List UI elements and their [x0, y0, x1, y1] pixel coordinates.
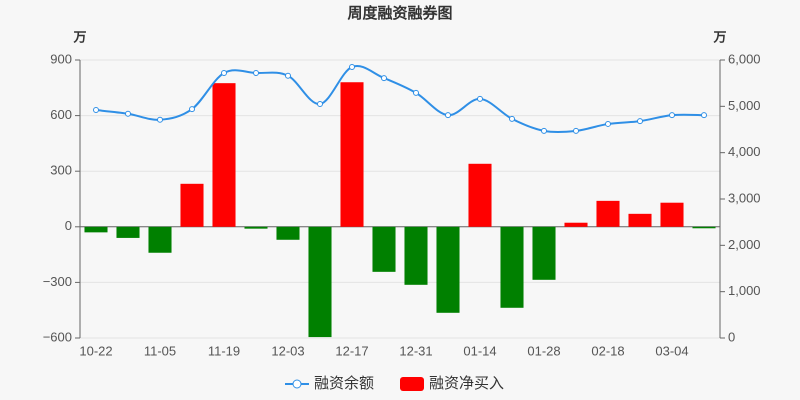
bar: [660, 202, 684, 227]
line-point: [477, 95, 483, 102]
x-tick-label: 11-05: [144, 343, 176, 358]
chart-title: 周度融资融券图: [347, 4, 452, 22]
y2-tick-label: 0: [728, 329, 735, 344]
legend-label: 融资净买入: [429, 375, 504, 392]
bar: [628, 213, 652, 227]
line-point: [285, 72, 291, 79]
line-point: [445, 112, 451, 119]
y2-tick-label: 2,000: [728, 237, 761, 252]
bar: [180, 183, 204, 227]
bar: [596, 200, 620, 227]
line-point: [509, 115, 515, 122]
line-point: [125, 110, 131, 117]
line-point: [157, 116, 163, 123]
x-tick-label: 01-28: [527, 343, 560, 358]
y-tick-label: −300: [43, 274, 72, 289]
bar: [308, 226, 332, 338]
line-point: [605, 120, 611, 127]
y2-tick-label: 1,000: [728, 283, 761, 298]
y-tick-label: −600: [43, 329, 72, 344]
bar: [116, 226, 140, 238]
line-point: [349, 63, 355, 70]
legend-marker: [292, 379, 302, 389]
line-point: [637, 118, 643, 125]
y-tick-label: 900: [50, 51, 72, 66]
x-tick-label: 11-19: [208, 343, 240, 358]
x-tick-label: 10-22: [79, 343, 112, 358]
bar: [404, 226, 428, 285]
line-point: [413, 89, 419, 96]
x-tick-label: 12-17: [335, 343, 368, 358]
y-unit: 万: [72, 29, 86, 44]
x-tick-label: 01-14: [463, 343, 496, 358]
y2-tick-label: 5,000: [728, 98, 761, 113]
y2-tick-label: 6,000: [728, 51, 761, 66]
line-point: [93, 107, 99, 114]
y2-tick-label: 4,000: [728, 144, 761, 159]
bar: [436, 226, 460, 313]
y-tick-label: 300: [50, 163, 72, 178]
bar: [148, 226, 172, 253]
line-point: [541, 127, 547, 134]
line-point: [221, 69, 227, 76]
bar: [276, 226, 300, 240]
line-point: [381, 75, 387, 82]
line-point: [253, 69, 259, 76]
bar: [468, 163, 492, 227]
x-tick-label: 02-18: [591, 343, 624, 358]
legend-label: 融资余额: [314, 374, 374, 392]
line-point: [669, 112, 675, 119]
x-tick-label: 12-31: [399, 343, 432, 358]
bar: [564, 222, 588, 227]
line-point: [573, 127, 579, 134]
bar: [340, 82, 364, 227]
y-tick-label: 600: [50, 107, 72, 122]
bar: [500, 226, 524, 308]
bar: [212, 83, 236, 227]
legend-swatch: [400, 377, 424, 391]
line-point: [317, 101, 323, 108]
y2-tick-label: 3,000: [728, 190, 761, 205]
bar: [84, 226, 108, 233]
x-tick-label: 12-03: [271, 343, 304, 358]
bar: [692, 226, 716, 229]
line-point: [189, 106, 195, 113]
bar: [372, 226, 396, 272]
x-tick-label: 03-04: [655, 343, 688, 358]
y2-unit: 万: [712, 29, 726, 44]
bar: [532, 226, 556, 280]
bar: [244, 226, 268, 229]
line-point: [701, 112, 707, 119]
y-tick-label: 0: [65, 218, 72, 233]
